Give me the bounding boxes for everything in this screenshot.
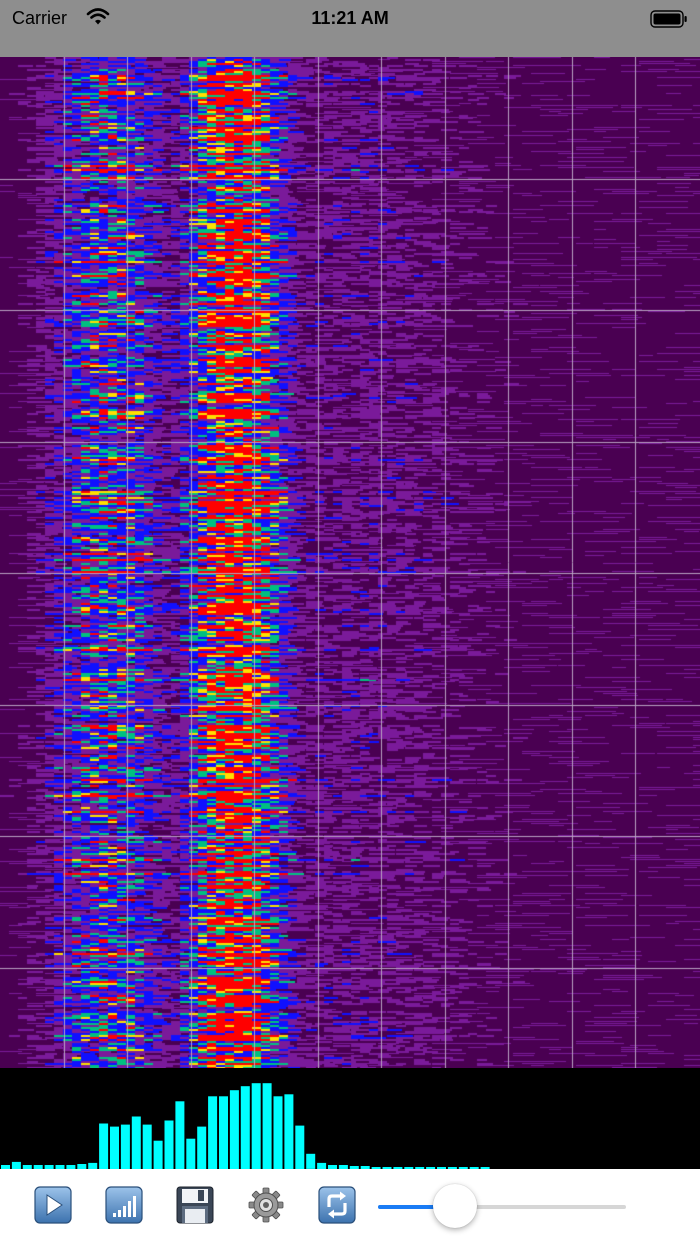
spectrum-bar	[229, 1090, 239, 1169]
spectrum-bar	[186, 1138, 196, 1169]
spectrum-bar	[22, 1165, 32, 1169]
spectrum-bar	[33, 1165, 43, 1169]
spectrum-bar	[338, 1165, 348, 1169]
refresh-icon	[318, 1186, 356, 1224]
battery-icon	[650, 10, 688, 33]
slider-thumb[interactable]	[433, 1184, 477, 1228]
spectrum-bar	[88, 1162, 98, 1169]
spectrum-bar	[371, 1167, 381, 1169]
spectrum-bar	[382, 1167, 392, 1169]
save-button[interactable]	[176, 1186, 214, 1224]
spectrum-bar	[404, 1167, 414, 1169]
spectrum-bar	[437, 1167, 446, 1169]
spectrum-bar	[360, 1166, 370, 1169]
spectrum-bar	[55, 1165, 65, 1169]
spectrum-bar	[447, 1167, 457, 1169]
spectrum-bar	[415, 1167, 425, 1169]
spectrum-bar	[328, 1165, 337, 1169]
spectrum-bar	[317, 1162, 327, 1169]
play-icon	[34, 1186, 72, 1224]
spectrum-bar	[44, 1165, 54, 1169]
spectrum-bar	[262, 1083, 272, 1169]
signal-button[interactable]	[105, 1186, 143, 1224]
spectrum-bar	[120, 1124, 130, 1169]
carrier-label: Carrier	[12, 8, 68, 28]
signal-bars-icon	[105, 1186, 143, 1224]
spectrum-bar	[251, 1083, 261, 1169]
spectrum-bar	[153, 1140, 163, 1169]
spectrum-bar	[480, 1167, 490, 1169]
wifi-icon	[86, 7, 110, 32]
spectrum-bar	[349, 1166, 359, 1169]
spectrum-bar	[426, 1167, 436, 1169]
spectrum-bar	[175, 1101, 185, 1169]
spectrum-bar-chart	[0, 1068, 700, 1169]
refresh-button[interactable]	[318, 1186, 356, 1224]
spectrum-bar	[295, 1125, 305, 1169]
spectrum-bar	[273, 1096, 283, 1169]
spectrum-bar	[77, 1164, 87, 1169]
spectrum-bar	[284, 1094, 294, 1169]
spectrum-bar	[208, 1096, 218, 1169]
settings-button[interactable]	[247, 1186, 285, 1224]
spectrum-bar	[458, 1167, 468, 1169]
gear-icon	[248, 1187, 284, 1223]
spectrum-bar	[306, 1153, 316, 1169]
spectrum-bar	[197, 1126, 207, 1169]
spectrum-bar	[131, 1116, 141, 1169]
floppy-disk-icon	[176, 1186, 214, 1224]
spectrum-bar	[110, 1126, 119, 1169]
spectrum-bar	[164, 1120, 174, 1169]
spectrum-bar	[393, 1167, 403, 1169]
spectrum-bar	[11, 1161, 21, 1169]
slider-fill	[378, 1205, 455, 1209]
spectrum-bar	[240, 1086, 250, 1169]
spectrum-bar	[66, 1165, 76, 1169]
play-button[interactable]	[34, 1186, 72, 1224]
gain-slider[interactable]	[378, 1184, 626, 1228]
status-bar: Carrier 11:21 AM	[0, 0, 700, 57]
spectrum-bar	[469, 1167, 479, 1169]
slider-track[interactable]	[378, 1205, 626, 1209]
spectrum-bar	[219, 1096, 228, 1169]
clock-time: 11:21 AM	[311, 8, 389, 28]
spectrum-bar	[99, 1123, 109, 1169]
spectrum-bar	[142, 1124, 152, 1169]
spectrogram-waterfall[interactable]	[0, 57, 700, 1068]
spectrum-bar	[1, 1165, 10, 1169]
